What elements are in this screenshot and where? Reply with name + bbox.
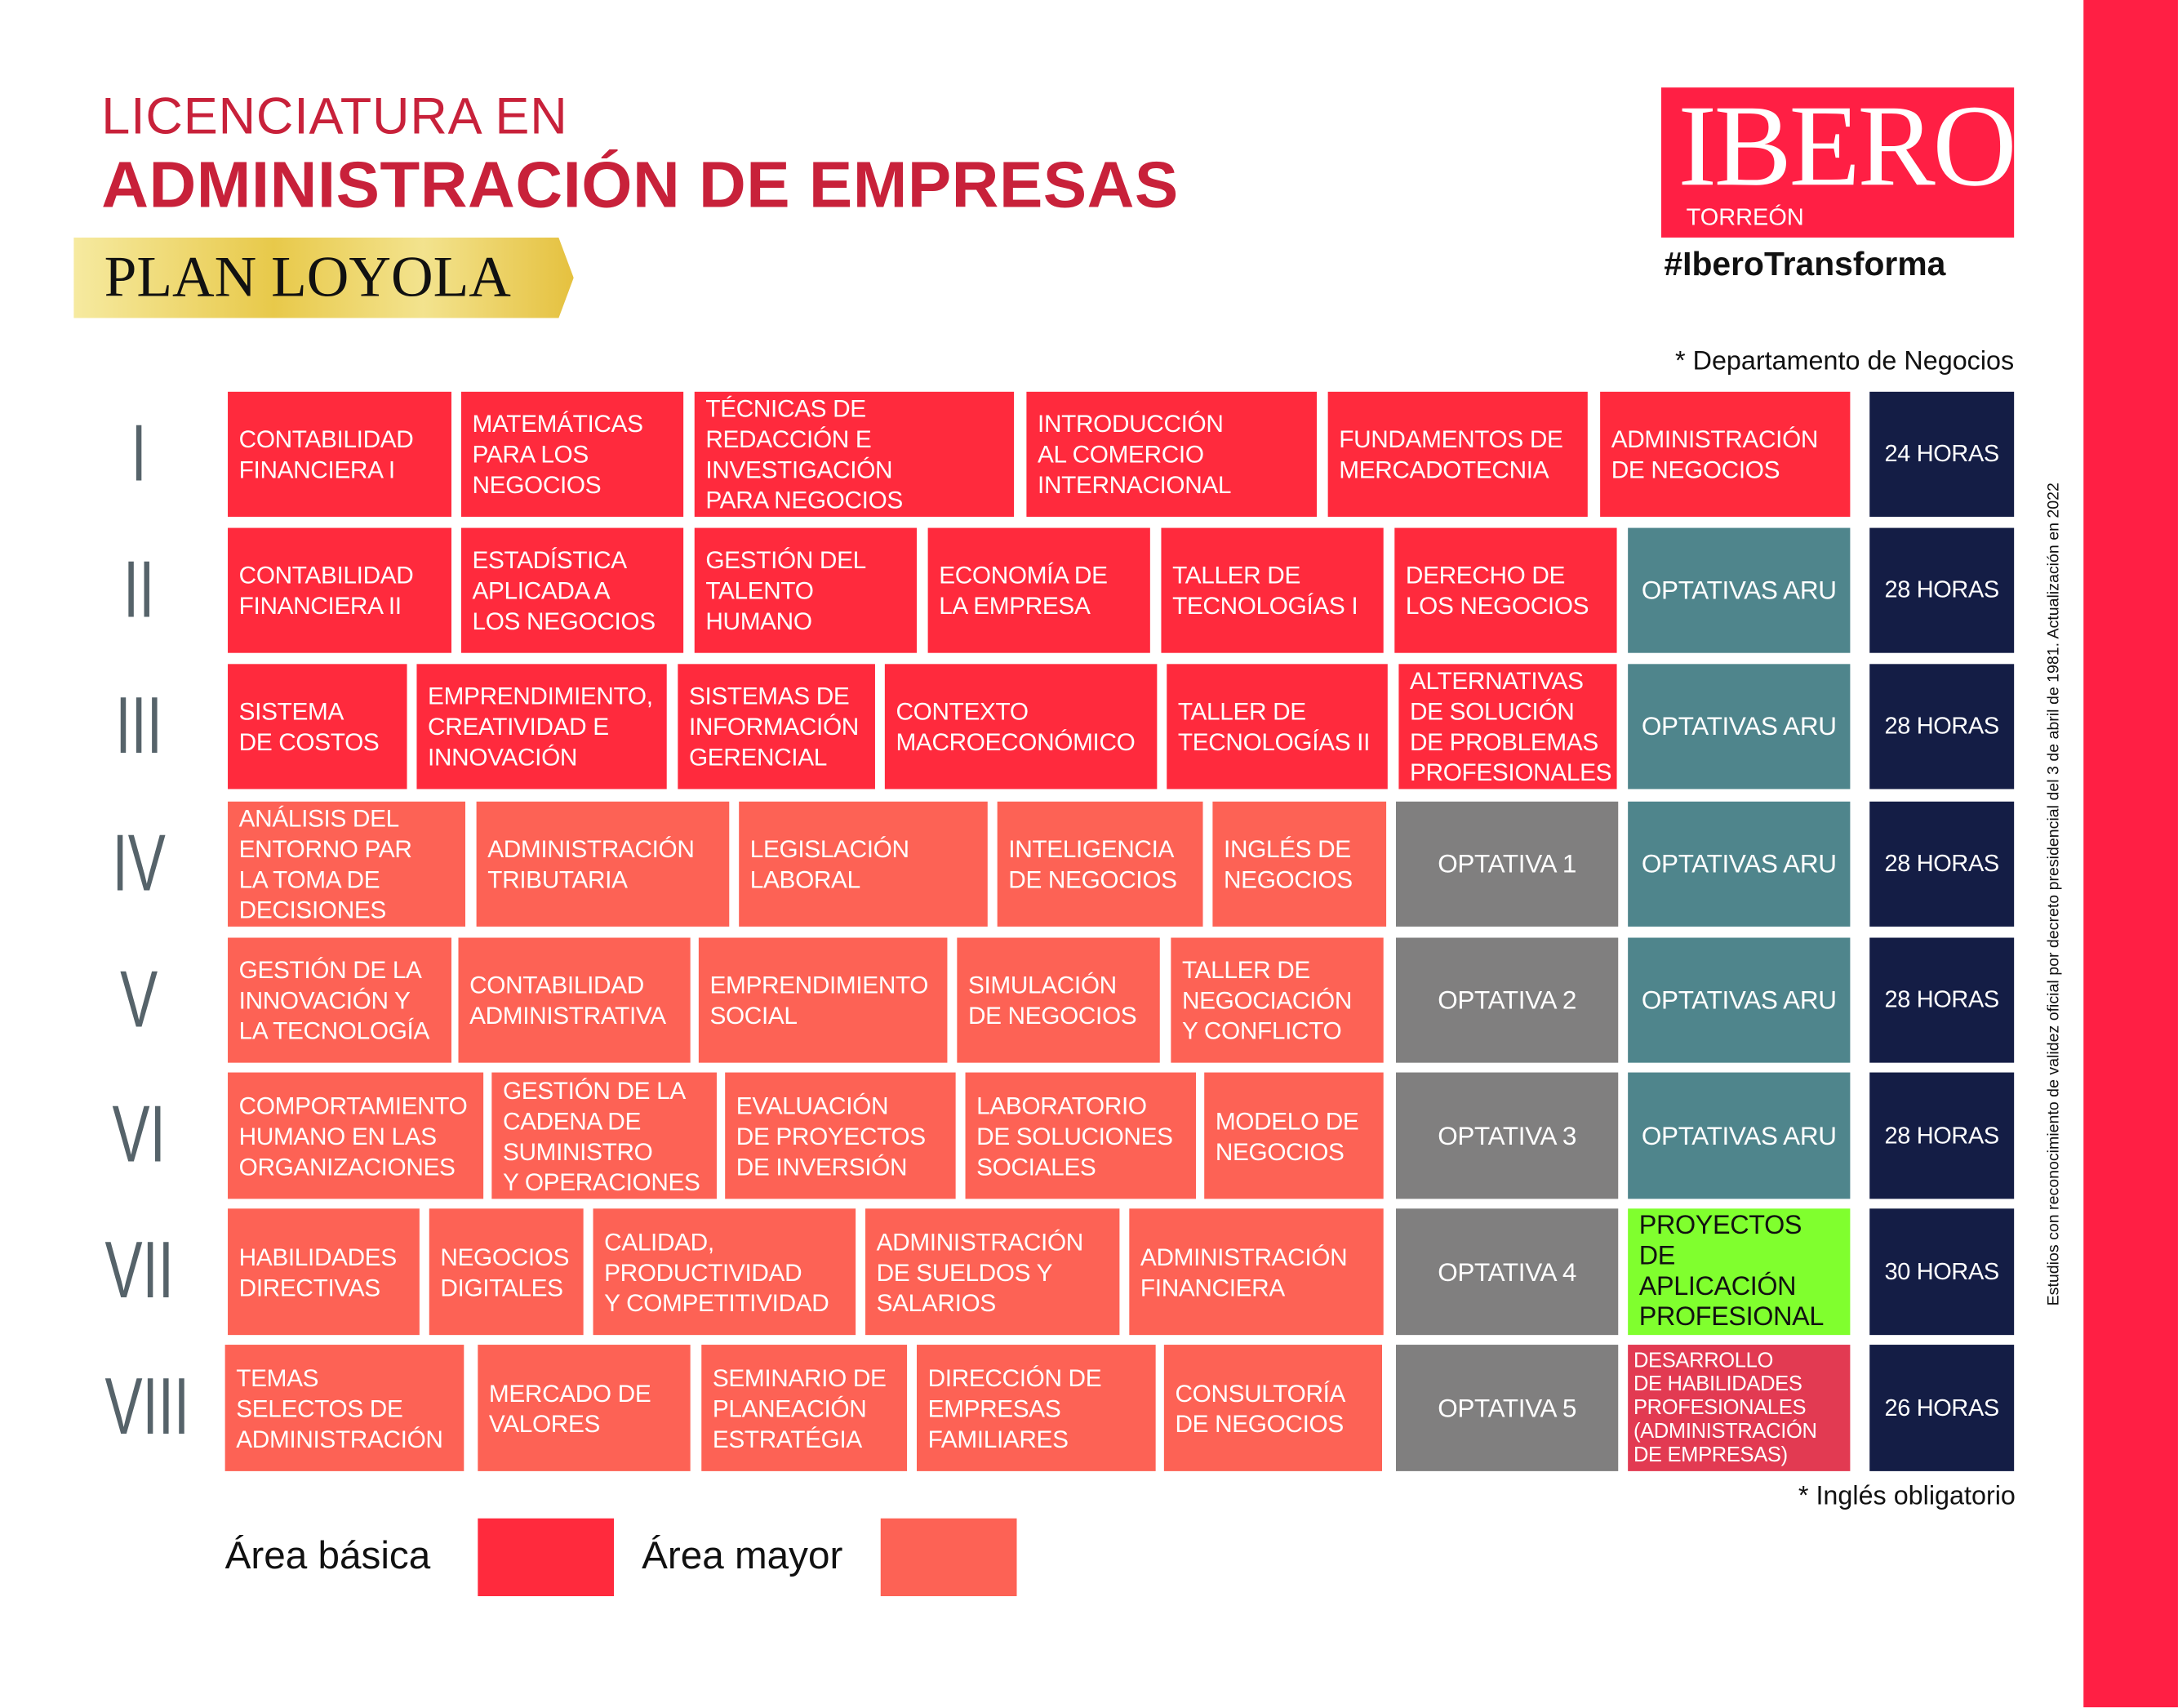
optativas-aru-cell: OPTATIVAS ARU: [1628, 527, 1851, 653]
course-cell: ADMINISTRACIÓN TRIBUTARIA: [476, 801, 730, 927]
course-cell: EVALUACIÓN DE PROYECTOS DE INVERSIÓN: [725, 1072, 956, 1199]
brand-side-bar: [2083, 0, 2178, 1708]
course-cell: ESTADÍSTICA APLICADA A LOS NEGOCIOS: [460, 527, 684, 653]
hours-cell: 30 HORAS: [1869, 1208, 2015, 1336]
optativas-aru-cell: OPTATIVAS ARU: [1628, 801, 1851, 927]
course-cell: INGLÉS DE NEGOCIOS: [1212, 801, 1387, 927]
course-cell: TÉCNICAS DE REDACCIÓN E INVESTIGACIÓN PA…: [694, 391, 1015, 517]
course-cell: GESTIÓN DE LA CADENA DE SUMINISTRO Y OPE…: [491, 1072, 717, 1199]
optativa-cell: OPTATIVA 5: [1396, 1345, 1619, 1471]
semester-numeral: V: [120, 954, 158, 1045]
course-cell: CALIDAD, PRODUCTIVIDAD Y COMPETITIVIDAD: [593, 1208, 856, 1336]
course-cell: MERCADO DE VALORES: [478, 1345, 691, 1471]
ibero-logo: IBERO TORREÓN: [1660, 82, 2017, 238]
logo-text: IBERO: [1678, 82, 2016, 211]
course-cell: MODELO DE NEGOCIOS: [1204, 1072, 1384, 1199]
course-cell: DESARROLLO DE HABILIDADES PROFESIONALES …: [1628, 1345, 1851, 1471]
hours-cell: 28 HORAS: [1869, 937, 2015, 1063]
optativas-aru-cell: OPTATIVAS ARU: [1628, 664, 1851, 790]
course-cell: HABILIDADES DIRECTIVAS: [228, 1208, 420, 1336]
course-cell: ECONOMÍA DE LA EMPRESA: [927, 527, 1150, 653]
optativa-cell: OPTATIVA 3: [1396, 1072, 1619, 1199]
course-cell: SISTEMA DE COSTOS: [228, 664, 407, 790]
semester-numeral: VI: [112, 1088, 166, 1180]
course-cell: EMPRENDIMIENTO SOCIAL: [698, 937, 948, 1063]
hashtag: #IberoTransforma: [1664, 246, 1946, 284]
course-cell: GESTIÓN DEL TALENTO HUMANO: [694, 527, 917, 653]
semester-numeral: III: [115, 680, 162, 772]
semester-numeral: VIII: [104, 1361, 190, 1452]
validity-note: Estudios con reconocimiento de validez o…: [2045, 403, 2067, 1305]
course-cell: CONTABILIDAD FINANCIERA I: [228, 391, 451, 517]
hours-cell: 28 HORAS: [1869, 527, 2015, 653]
semester-numeral: II: [122, 544, 155, 635]
optativas-aru-cell: OPTATIVAS ARU: [1628, 1072, 1851, 1199]
optativas-aru-cell: OPTATIVAS ARU: [1628, 937, 1851, 1063]
course-cell: GESTIÓN DE LA INNOVACIÓN Y LA TECNOLOGÍA: [228, 937, 451, 1063]
department-note: * Departamento de Negocios: [1675, 347, 2015, 377]
legend-label: Área básica: [224, 1533, 431, 1577]
course-cell: SISTEMAS DE INFORMACIÓN GERENCIAL: [678, 664, 875, 790]
course-cell: SIMULACIÓN DE NEGOCIOS: [957, 937, 1160, 1063]
validity-text: Estudios con reconocimiento de validez o…: [2046, 483, 2063, 1306]
course-cell: ADMINISTRACIÓN DE NEGOCIOS: [1600, 391, 1851, 517]
course-cell: COMPORTAMIENTO HUMANO EN LAS ORGANIZACIO…: [228, 1072, 484, 1199]
course-cell: TALLER DE NEGOCIACIÓN Y CONFLICTO: [1171, 937, 1384, 1063]
course-cell: ANÁLISIS DEL ENTORNO PAR LA TOMA DE DECI…: [228, 801, 466, 927]
course-cell: LABORATORIO DE SOLUCIONES SOCIALES: [965, 1072, 1196, 1199]
semester-numeral: I: [131, 408, 147, 499]
semester-numeral: VII: [104, 1225, 174, 1316]
semester-numeral: IV: [112, 818, 166, 909]
hours-cell: 24 HORAS: [1869, 391, 2015, 517]
course-cell: DERECHO DE LOS NEGOCIOS: [1394, 527, 1617, 653]
plan-banner: PLAN LOYOLA: [73, 237, 574, 318]
course-cell: EMPRENDIMIENTO, CREATIVIDAD E INNOVACIÓN: [416, 664, 667, 790]
optativa-cell: OPTATIVA 1: [1396, 801, 1619, 927]
course-cell: TEMAS SELECTOS DE ADMINISTRACIÓN: [224, 1345, 464, 1471]
course-cell: SEMINARIO DE PLANEACIÓN ESTRATÉGIA: [701, 1345, 908, 1471]
legend-swatch: [478, 1518, 615, 1597]
course-cell: ALTERNATIVAS DE SOLUCIÓN DE PROBLEMAS PR…: [1398, 664, 1617, 790]
hours-cell: 28 HORAS: [1869, 664, 2015, 790]
course-cell: LEGISLACIÓN LABORAL: [739, 801, 988, 927]
legend-swatch: [880, 1518, 1017, 1597]
course-cell: INTELIGENCIA DE NEGOCIOS: [997, 801, 1203, 927]
course-cell: ADMINISTRACIÓN DE SUELDOS Y SALARIOS: [865, 1208, 1120, 1336]
course-cell: ADMINISTRACIÓN FINANCIERA: [1129, 1208, 1384, 1336]
hours-cell: 26 HORAS: [1869, 1345, 2015, 1471]
plan-label: PLAN LOYOLA: [104, 246, 511, 310]
course-cell: CONSULTORÍA DE NEGOCIOS: [1163, 1345, 1382, 1471]
english-note: * Inglés obligatorio: [1798, 1482, 2016, 1512]
hours-cell: 28 HORAS: [1869, 1072, 2015, 1199]
logo-subtext: TORREÓN: [1686, 204, 1804, 231]
course-cell: PROYECTOS DE APLICACIÓN PROFESIONAL: [1628, 1208, 1851, 1336]
course-cell: MATEMÁTICAS PARA LOS NEGOCIOS: [460, 391, 684, 517]
course-cell: FUNDAMENTOS DE MERCADOTECNIA: [1327, 391, 1588, 517]
optativa-cell: OPTATIVA 4: [1396, 1208, 1619, 1336]
optativa-cell: OPTATIVA 2: [1396, 937, 1619, 1063]
course-cell: INTRODUCCIÓN AL COMERCIO INTERNACIONAL: [1026, 391, 1318, 517]
hours-cell: 28 HORAS: [1869, 801, 2015, 927]
course-cell: NEGOCIOS DIGITALES: [429, 1208, 584, 1336]
title-line-1: LICENCIATURA EN: [101, 87, 568, 145]
course-cell: TALLER DE TECNOLOGÍAS II: [1167, 664, 1388, 790]
course-cell: CONTEXTO MACROECONÓMICO: [884, 664, 1158, 790]
course-cell: CONTABILIDAD FINANCIERA II: [228, 527, 451, 653]
course-cell: CONTABILIDAD ADMINISTRATIVA: [458, 937, 691, 1063]
course-cell: DIRECCIÓN DE EMPRESAS FAMILIARES: [916, 1345, 1156, 1471]
page-title: ADMINISTRACIÓN DE EMPRESAS: [101, 147, 1179, 221]
legend-label: Área mayor: [642, 1533, 843, 1577]
course-cell: TALLER DE TECNOLOGÍAS I: [1161, 527, 1384, 653]
